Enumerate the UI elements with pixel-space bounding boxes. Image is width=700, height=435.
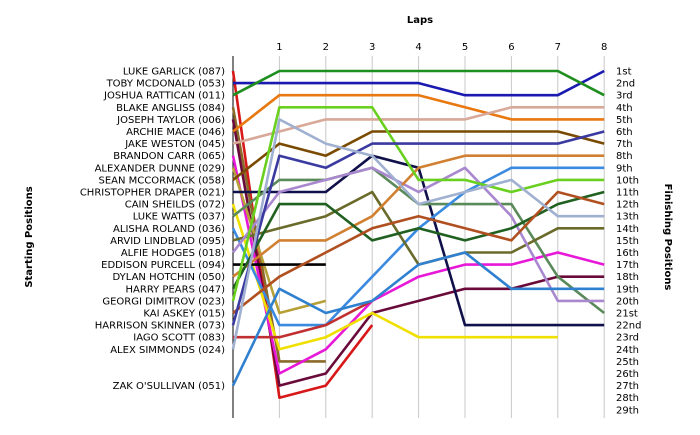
finish-position-label: 1st	[616, 67, 632, 78]
finish-position-label: 21st	[616, 309, 638, 320]
driver-line	[232, 130, 605, 181]
driver-label: CHRISTOPHER DRAPER (021)	[80, 188, 225, 199]
x-tick-labels: 1 2 3 4 5 6 7 8	[276, 42, 607, 53]
driver-label: KAI ASKEY (015)	[143, 309, 225, 320]
driver-label: CAIN SHEILDS (072)	[125, 200, 225, 211]
x-tick-label: 6	[508, 42, 514, 53]
driver-line	[233, 69, 605, 97]
driver-label: JAKE WESTON (045)	[124, 139, 225, 150]
driver-label: ALEX SIMMONDS (024)	[110, 345, 225, 356]
finish-position-label: 18th	[616, 272, 639, 283]
finish-position-label: 5th	[616, 115, 633, 126]
driver-line	[231, 119, 605, 387]
x-tick-label: 3	[369, 42, 375, 53]
finish-position-label: 22nd	[616, 321, 641, 332]
driver-line	[232, 69, 605, 97]
finish-position-label: 23rd	[616, 333, 639, 344]
finish-position-label: 17th	[616, 260, 639, 271]
driver-label: IAGO SCOTT (083)	[133, 333, 225, 344]
driver-line	[231, 203, 558, 351]
driver-line	[232, 154, 605, 278]
vertical-grid	[278, 56, 605, 418]
driver-label: DYLAN HOTCHIN (050)	[113, 272, 226, 283]
finish-position-label: 14th	[616, 224, 639, 235]
finish-position-label: 8th	[616, 151, 633, 162]
driver-line	[232, 93, 605, 133]
driver-label: HARRISON SKINNER (073)	[95, 321, 225, 332]
driver-label: JOSEPH TAYLOR (006)	[116, 115, 225, 126]
x-tick-label: 1	[276, 42, 282, 53]
finish-position-label: 25th	[616, 357, 639, 368]
driver-line	[232, 190, 605, 315]
y-axis-title-right: Finishing Positions	[662, 184, 673, 291]
driver-label: ARCHIE MACE (046)	[126, 127, 225, 138]
driver-label: ALISHA ROLAND (036)	[113, 224, 225, 235]
driver-label: TOBY MCDONALD (053)	[106, 79, 226, 90]
driver-line	[231, 166, 605, 303]
finish-position-label: 26th	[616, 369, 639, 380]
x-tick-label: 5	[462, 42, 468, 53]
finish-position-label: 3rd	[616, 91, 633, 102]
finish-position-label: 6th	[616, 127, 633, 138]
position-lines	[231, 69, 606, 400]
x-tick-label: 7	[555, 42, 561, 53]
driver-line	[231, 106, 605, 302]
finish-position-label: 29th	[616, 405, 639, 416]
x-tick-label: 4	[415, 42, 421, 53]
driver-line	[231, 130, 605, 326]
finish-position-label: 15th	[616, 236, 639, 247]
driver-label: SEAN MCCORMACK (058)	[99, 175, 226, 186]
driver-label: ARVID LINDBLAD (095)	[110, 236, 225, 247]
driver-label: ALFIE HODGES (018)	[121, 248, 225, 259]
finish-position-label: 9th	[616, 163, 633, 174]
driver-label: LUKE WATTS (037)	[133, 212, 225, 223]
driver-line	[231, 251, 605, 387]
x-tick-label: 2	[323, 42, 329, 53]
driver-line	[231, 155, 605, 375]
finish-position-label: 19th	[616, 284, 639, 295]
driver-label: EDDISON PURCELL (094)	[101, 260, 225, 271]
finish-position-label: 2nd	[616, 79, 635, 90]
finish-position-label: 24th	[616, 345, 639, 356]
driver-label: GEORGI DIMITROV (023)	[102, 296, 225, 307]
driver-line	[231, 118, 605, 350]
finishing-position-labels: 1st2nd3rd4th5th6th7th8th9th10th11th12th1…	[616, 67, 641, 417]
y-axis-title-left: Starting Positions	[24, 186, 35, 287]
finish-position-label: 20th	[616, 296, 639, 307]
driver-label: LUKE GARLICK (087)	[123, 67, 225, 78]
driver-label: BRANDON CARR (065)	[113, 151, 225, 162]
finish-position-label: 11th	[616, 188, 639, 199]
x-axis-title: Laps	[407, 15, 433, 26]
finish-position-label: 28th	[616, 393, 639, 404]
driver-label: BLAKE ANGLISS (084)	[116, 103, 225, 114]
driver-line	[231, 190, 605, 290]
finish-position-label: 7th	[616, 139, 633, 150]
starting-position-labels: LUKE GARLICK (087)TOBY MCDONALD (053)JOS…	[80, 67, 225, 393]
driver-label: ZAK O'SULLIVAN (051)	[113, 381, 225, 392]
driver-label: ALEXANDER DUNNE (029)	[95, 163, 226, 174]
finish-position-label: 10th	[616, 175, 639, 186]
finish-position-label: 12th	[616, 200, 639, 211]
driver-label: JOSHUA RATTICAN (011)	[103, 91, 225, 102]
finish-position-label: 16th	[616, 248, 639, 259]
x-tick-label: 8	[601, 42, 607, 53]
finish-position-label: 13th	[616, 212, 639, 223]
driver-label: HARRY PEARS (047)	[126, 284, 226, 295]
finish-position-label: 4th	[616, 103, 633, 114]
finish-position-label: 27th	[616, 381, 639, 392]
